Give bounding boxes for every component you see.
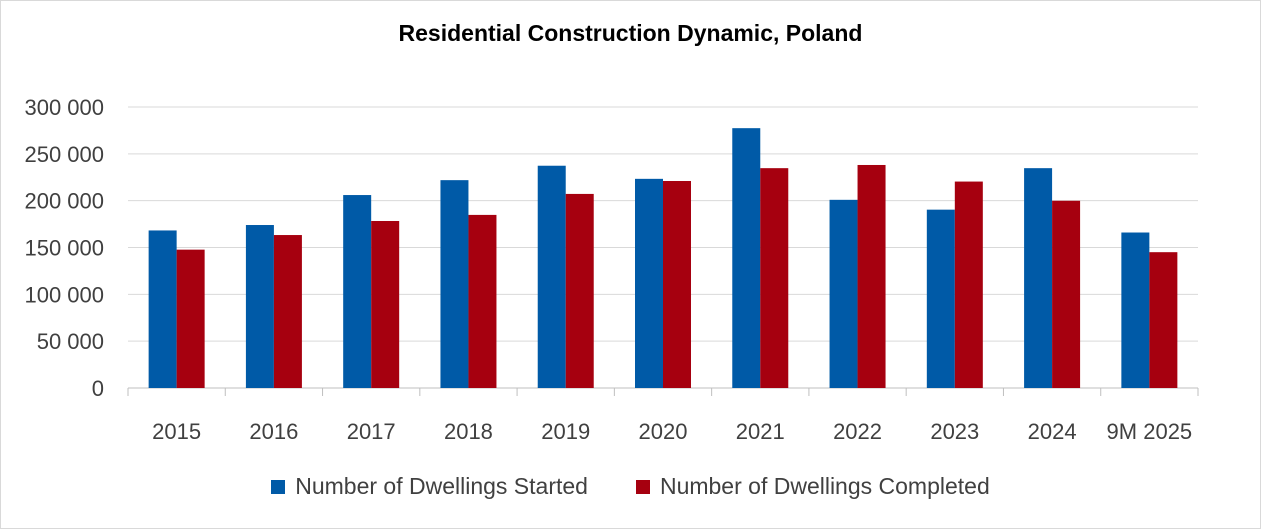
x-tick-label: 2016 [249, 419, 298, 444]
legend-label-started: Number of Dwellings Started [295, 473, 588, 499]
x-tick-label: 2019 [541, 419, 590, 444]
bar-started-2019 [537, 165, 566, 388]
bar-started-2022 [829, 199, 858, 388]
bar-started-2020 [635, 178, 663, 388]
bar-completed-2023 [954, 181, 983, 388]
bar-started-2023 [926, 209, 955, 388]
x-tick-label: 2020 [639, 419, 688, 444]
y-tick-label: 300 000 [24, 95, 104, 120]
x-tick-label: 2021 [736, 419, 785, 444]
legend-swatch-completed [635, 479, 650, 494]
bar-started-2024 [1024, 168, 1053, 388]
y-tick-label: 150 000 [24, 236, 104, 261]
x-tick-label: 2017 [347, 419, 396, 444]
y-tick-label: 50 000 [37, 329, 104, 354]
bar-completed-2019 [565, 193, 594, 388]
legend-item-completed: Number of Dwellings Completed [635, 473, 990, 500]
y-tick-label: 100 000 [24, 282, 104, 307]
y-tick-label: 0 [92, 376, 104, 401]
legend: Number of Dwellings Started Number of Dw… [0, 473, 1261, 500]
bar-completed-2017 [371, 220, 400, 388]
bar-started-9M-2025 [1121, 232, 1150, 388]
bar-started-2017 [343, 195, 372, 388]
bar-completed-2021 [760, 168, 789, 388]
y-tick-label: 200 000 [24, 189, 104, 214]
x-tick-label: 2015 [152, 419, 201, 444]
chart-title: Residential Construction Dynamic, Poland [398, 20, 863, 46]
bar-completed-2022 [857, 164, 886, 388]
x-tick-label: 9M 2025 [1107, 419, 1193, 444]
x-tick-label: 2023 [930, 419, 979, 444]
legend-label-completed: Number of Dwellings Completed [659, 473, 990, 499]
y-tick-label: 250 000 [24, 142, 104, 167]
x-tick-label: 2024 [1028, 419, 1077, 444]
bar-completed-2024 [1052, 200, 1081, 388]
bar-completed-9M-2025 [1149, 252, 1178, 388]
bar-completed-2020 [663, 180, 691, 388]
bar-completed-2018 [468, 214, 497, 388]
bar-completed-2015 [176, 249, 205, 388]
bar-started-2016 [245, 225, 274, 388]
bar-started-2018 [440, 180, 469, 388]
bar-completed-2016 [273, 235, 302, 388]
x-tick-label: 2018 [444, 419, 493, 444]
bar-started-2021 [732, 128, 761, 388]
legend-item-started: Number of Dwellings Started [271, 473, 588, 500]
legend-swatch-started [271, 479, 286, 494]
bar-started-2015 [148, 230, 177, 388]
x-tick-label: 2022 [833, 419, 882, 444]
